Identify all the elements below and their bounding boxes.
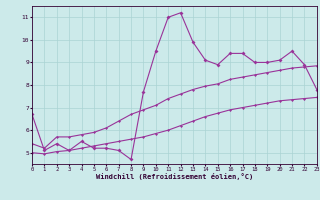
- X-axis label: Windchill (Refroidissement éolien,°C): Windchill (Refroidissement éolien,°C): [96, 173, 253, 180]
